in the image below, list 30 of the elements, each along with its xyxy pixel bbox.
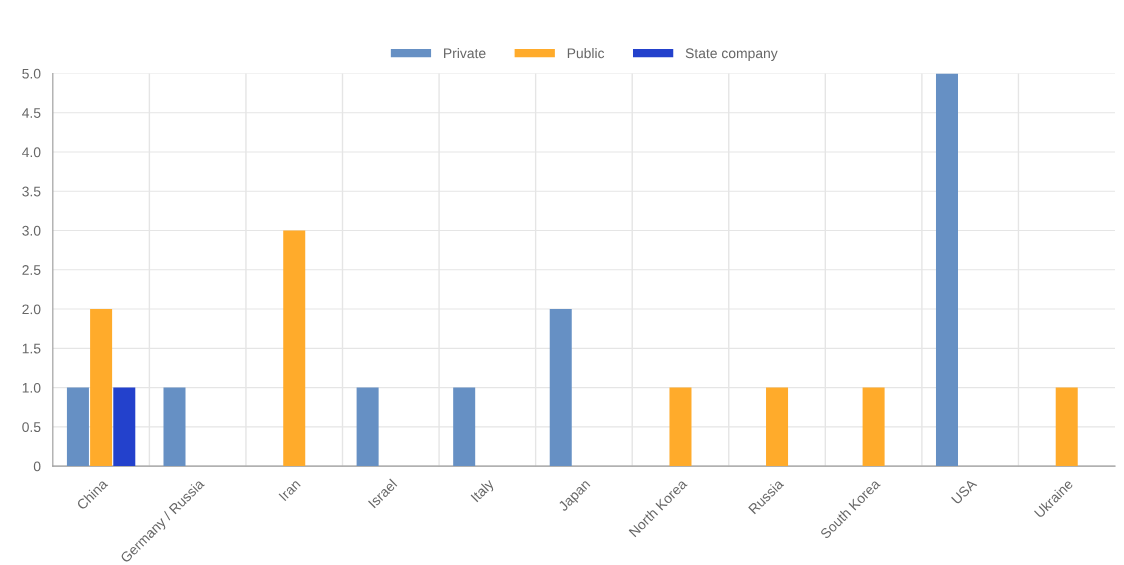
bar [549,309,572,467]
bar [113,387,136,467]
bar [935,73,958,467]
bar [356,387,379,467]
x-tick-label: USA [950,478,978,505]
bar [766,387,789,467]
bar [163,387,186,467]
legend-label: Private [444,48,486,59]
y-tick-label: 4.5 [22,108,41,118]
y-tick-label: 0 [33,461,41,472]
y-tick-label: 5.0 [22,68,41,79]
bar [283,230,306,467]
bar [1055,387,1078,467]
y-tick-label: 2.0 [22,304,41,315]
bar [453,387,476,467]
bar [90,309,113,467]
y-tick-label: 3.5 [22,186,41,197]
bar [669,387,692,467]
legend-label: Public [567,48,605,59]
y-tick-label: 0.5 [22,422,41,433]
y-tick-label: 4.0 [22,147,41,158]
x-tick-label: Italy [470,477,497,505]
y-tick-label: 1.0 [22,382,41,393]
y-tick-label: 2.5 [22,265,41,275]
bar [66,387,89,467]
y-tick-label: 1.5 [22,343,41,354]
legend-label: State company [685,48,778,61]
y-tick-label: 3.0 [22,225,41,236]
x-tick-label: Iran [278,478,301,502]
bar [862,387,885,467]
